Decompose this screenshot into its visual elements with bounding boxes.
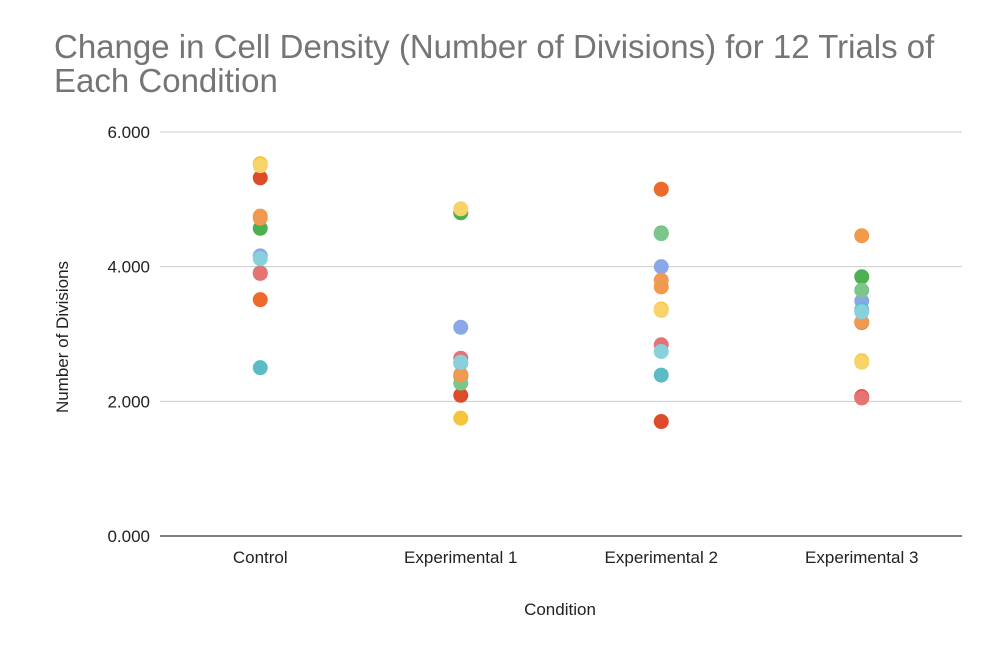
data-point — [252, 265, 268, 281]
data-point — [653, 272, 669, 288]
data-point — [653, 302, 669, 318]
y-tick-label: 6.000 — [107, 123, 150, 142]
y-axis-tick-labels: 0.000 2.000 4.000 6.000 — [107, 123, 150, 546]
y-axis-title: Number of Divisions — [53, 261, 72, 413]
x-tick-label: Control — [233, 548, 288, 567]
data-point — [854, 228, 870, 244]
data-point — [854, 390, 870, 406]
data-point — [453, 367, 469, 383]
data-point — [252, 360, 268, 376]
data-point — [252, 251, 268, 267]
gridlines — [160, 131, 962, 537]
x-tick-label: Experimental 3 — [805, 548, 918, 567]
data-point — [453, 354, 469, 370]
data-point — [653, 226, 669, 242]
x-tick-label: Experimental 1 — [404, 548, 517, 567]
data-point — [453, 387, 469, 403]
data-point — [854, 282, 870, 298]
data-point — [653, 344, 669, 360]
data-point — [854, 354, 870, 370]
y-tick-label: 4.000 — [107, 258, 150, 277]
data-point — [453, 410, 469, 426]
y-tick-label: 0.000 — [107, 527, 150, 546]
data-point — [252, 158, 268, 174]
data-point — [252, 170, 268, 186]
data-point — [252, 210, 268, 226]
x-tick-label: Experimental 2 — [605, 548, 718, 567]
y-tick-label: 2.000 — [107, 392, 150, 411]
data-point — [653, 259, 669, 275]
data-point — [653, 367, 669, 383]
data-point — [653, 414, 669, 430]
x-axis-tick-labels: Control Experimental 1 Experimental 2 Exper… — [233, 548, 919, 567]
data-point — [252, 292, 268, 308]
data-point — [854, 304, 870, 320]
chart-title: Change in Cell Density (Number of Divisi… — [54, 28, 935, 99]
data-point — [854, 269, 870, 285]
data-point — [453, 201, 469, 217]
data-point — [653, 181, 669, 197]
data-point — [453, 319, 469, 335]
x-axis-title: Condition — [524, 600, 596, 619]
data-points — [252, 156, 870, 430]
